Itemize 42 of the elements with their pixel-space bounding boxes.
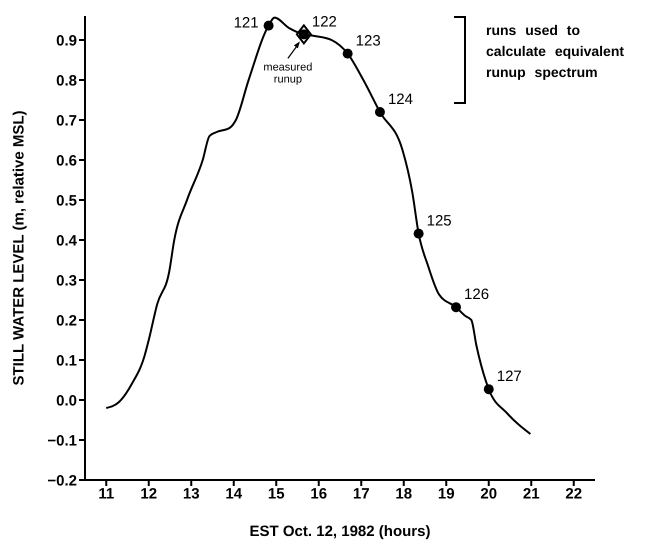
x-tick-label: 20 [480, 486, 498, 503]
annotation: runs used to calculate equivalent runup spectrum [486, 21, 626, 82]
y-tick-label: 0.0 [56, 392, 77, 410]
annotation: measured runup [263, 61, 312, 86]
annotation: 127 [496, 368, 522, 386]
x-tick-label: 19 [438, 486, 455, 503]
x-tick-label: 13 [182, 486, 200, 503]
x-tick-label: 14 [225, 486, 243, 503]
y-tick-label: 0.2 [56, 312, 77, 330]
x-tick-label: 17 [352, 486, 370, 503]
y-tick-label: 0.5 [56, 192, 77, 210]
y-tick-label: 0.4 [56, 232, 78, 250]
point [342, 48, 353, 59]
y-tick-label: 0.1 [56, 352, 77, 370]
x-tick-label: 12 [140, 486, 158, 503]
y-tick-label: 0.6 [56, 152, 77, 170]
x-tick-label: 15 [268, 486, 285, 503]
point [374, 107, 385, 117]
x-tick-label: 21 [522, 486, 540, 503]
point [414, 228, 424, 239]
point [451, 302, 462, 312]
point [296, 24, 312, 44]
y-tick-label: 0.8 [56, 72, 77, 90]
annotation: 122 [312, 13, 337, 30]
annotation: 126 [464, 286, 490, 304]
point [264, 20, 274, 31]
x-tick-label: 11 [98, 486, 114, 503]
x-axis-title: EST Oct. 12, 1982 (hours) [250, 523, 430, 540]
y-tick-label: 0.7 [56, 112, 77, 130]
y-tick-label: −0.2 [47, 472, 77, 490]
annotation: 125 [426, 212, 452, 230]
point [484, 384, 494, 394]
annotation: 124 [388, 91, 413, 108]
annotation: 121 [234, 14, 259, 32]
y-tick-label: −0.1 [47, 432, 77, 450]
x-tick-label: 18 [395, 486, 412, 503]
y-tick-label: 0.9 [56, 32, 77, 50]
annotation: 123 [356, 32, 381, 50]
x-tick-label: 22 [565, 486, 582, 503]
y-axis-title: STILL WATER LEVEL (m, relative MSL) [10, 110, 28, 386]
x-tick-label: 16 [310, 486, 328, 503]
y-tick-label: 0.3 [56, 272, 77, 290]
